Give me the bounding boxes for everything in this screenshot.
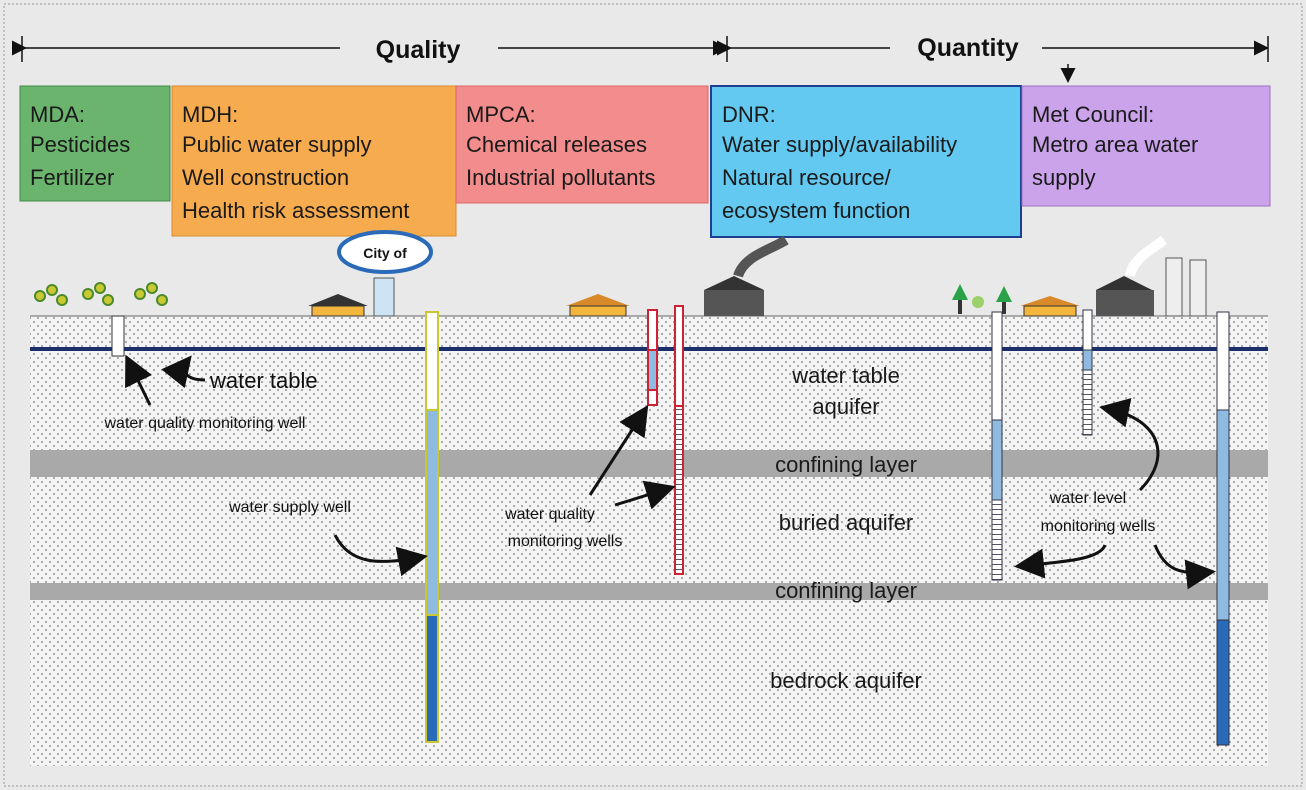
crops (34, 282, 168, 306)
mpca-box (455, 85, 709, 204)
agency-duty: ecosystem function (722, 198, 910, 223)
supply-well-label: water supply well (228, 499, 351, 516)
layer-label: water table (791, 363, 900, 388)
agency-duty: Health risk assessment (182, 198, 409, 223)
level-wells-label: monitoring wells (1041, 518, 1156, 535)
level-wells-label: water level (1049, 490, 1126, 507)
agency-duty: Metro area water (1032, 132, 1198, 157)
agency-duty: Well construction (182, 165, 349, 190)
city-sign (337, 230, 433, 274)
agency-name: Met Council: (1032, 102, 1154, 127)
level-wells (991, 309, 1230, 746)
layer-label: confining layer (775, 578, 917, 603)
agency-duty: Pesticides (30, 132, 130, 157)
mdh-box (171, 85, 457, 237)
layer-label: confining layer (775, 452, 917, 477)
water-table-label: water table (209, 368, 318, 393)
agency-duty: Fertilizer (30, 165, 114, 190)
water-tower (373, 277, 395, 317)
quality-heading: Quality (376, 36, 461, 64)
quality-wells-label: monitoring wells (508, 533, 623, 550)
trees (952, 284, 1012, 314)
layer-label: bedrock aquifer (770, 668, 922, 693)
agency-name: MDA: (30, 102, 85, 127)
confining-layer-band (30, 583, 1268, 600)
confining-layer-band (30, 450, 1268, 477)
quality-well-label: water quality monitoring well (104, 415, 306, 432)
supply-well (425, 311, 439, 743)
mda-box (19, 85, 171, 202)
agency-name: MPCA: (466, 102, 536, 127)
met-council-box (1021, 85, 1271, 207)
layer-label: aquifer (812, 394, 879, 419)
city-sign-label: City of (363, 245, 407, 261)
agency-duty: Industrial pollutants (466, 165, 656, 190)
factories (704, 235, 1207, 317)
layer-label: buried aquifer (779, 510, 914, 535)
agency-duty: Chemical releases (466, 132, 647, 157)
agency-name: MDH: (182, 102, 238, 127)
annotation-arrows (125, 354, 1216, 590)
agency-duty: Water supply/availability (722, 132, 957, 157)
agency-name: DNR: (722, 102, 776, 127)
quality-wells-label: water quality (504, 506, 595, 523)
agency-duty: Natural resource/ (722, 165, 892, 190)
agency-duty: supply (1032, 165, 1096, 190)
monitoring-well (111, 315, 125, 357)
quantity-heading: Quantity (917, 34, 1018, 62)
header-arrows (12, 36, 1269, 83)
dnr-box (710, 85, 1022, 238)
houses (308, 294, 1080, 317)
agency-duty: Public water supply (182, 132, 372, 157)
